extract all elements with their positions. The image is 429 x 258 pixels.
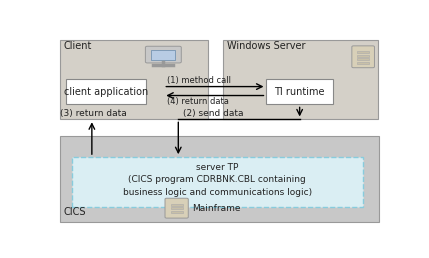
Text: (1) method call: (1) method call [166,76,231,85]
Text: (2) send data: (2) send data [183,109,244,118]
Bar [266,79,333,104]
Text: (4) return data: (4) return data [166,96,229,106]
Text: CICS: CICS [63,207,86,217]
FancyBboxPatch shape [352,46,375,68]
Bar [72,157,363,207]
Bar [60,136,379,222]
Text: TI runtime: TI runtime [275,86,325,96]
FancyBboxPatch shape [165,198,188,218]
Bar [151,50,175,60]
Bar [357,55,369,57]
Bar [357,51,369,53]
Text: Client: Client [63,42,92,52]
Text: client application: client application [64,86,148,96]
Bar [171,211,183,213]
FancyBboxPatch shape [145,46,181,63]
Bar [171,207,183,209]
Text: Mainframe: Mainframe [192,204,241,213]
Text: (3) return data: (3) return data [60,109,127,118]
Bar [357,62,369,64]
Bar [223,40,378,119]
Bar [60,40,208,119]
Bar [357,58,369,60]
Bar [171,204,183,206]
Bar [66,79,146,104]
Text: Windows Server: Windows Server [227,42,306,52]
Text: server TP
(CICS program CDRBNK.CBL containing
business logic and communications : server TP (CICS program CDRBNK.CBL conta… [123,163,312,197]
